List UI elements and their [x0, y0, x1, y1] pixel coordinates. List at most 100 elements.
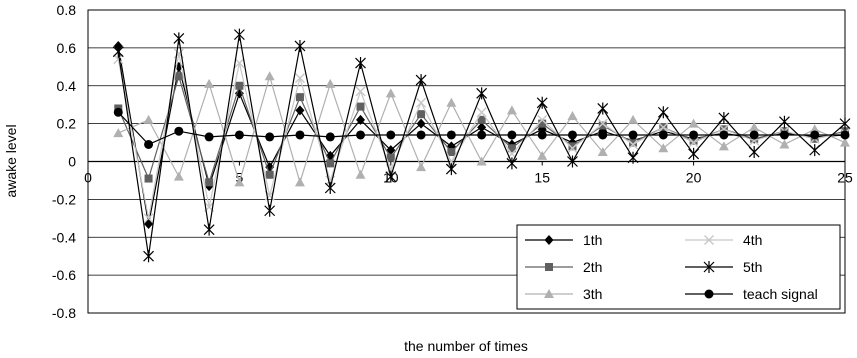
data-point: [748, 146, 760, 159]
data-point: [204, 78, 215, 88]
data-point: [113, 107, 123, 117]
data-point: [688, 137, 699, 148]
y-tick-label: -0.4: [52, 229, 76, 245]
data-point: [688, 118, 699, 128]
legend-marker: [544, 235, 554, 245]
data-point: [598, 121, 607, 130]
data-point: [689, 136, 698, 145]
series-layer: [112, 28, 851, 263]
data-point: [324, 182, 336, 195]
data-point: [416, 130, 426, 140]
y-tick-label: 0.8: [57, 2, 77, 18]
data-point: [416, 162, 427, 172]
data-point: [749, 130, 759, 140]
data-point: [506, 105, 517, 115]
data-point: [537, 150, 548, 160]
data-point: [325, 78, 336, 88]
data-point: [415, 74, 427, 87]
data-point: [417, 110, 426, 119]
data-point: [477, 122, 487, 133]
legend-label: 3th: [583, 286, 602, 302]
data-point: [235, 81, 244, 90]
data-point: [294, 177, 305, 187]
legend-item: 2th: [525, 259, 602, 275]
legend-label: 1th: [583, 232, 602, 248]
data-point: [506, 157, 518, 170]
data-point: [598, 130, 608, 140]
data-point: [295, 93, 304, 102]
data-point: [294, 39, 306, 52]
data-point: [112, 45, 124, 58]
data-point: [476, 156, 487, 166]
data-point: [718, 141, 729, 151]
data-point: [628, 114, 639, 124]
y-tick-label: 0: [68, 154, 76, 170]
legend-label: 5th: [743, 259, 762, 275]
data-point: [264, 71, 275, 81]
data-point: [233, 28, 245, 41]
data-point: [810, 130, 820, 140]
y-tick-label: 0.6: [57, 40, 77, 56]
data-point: [265, 170, 274, 179]
data-point: [386, 153, 395, 162]
data-point: [416, 118, 426, 129]
data-point: [779, 139, 790, 149]
legend-label: 4th: [743, 232, 762, 248]
data-point: [355, 86, 366, 97]
data-point: [173, 32, 185, 45]
data-point: [629, 138, 638, 147]
x-tick-label: 5: [236, 170, 244, 186]
x-tick-label: 20: [686, 170, 702, 186]
data-point: [143, 250, 154, 263]
y-tick-label: 0.4: [57, 78, 77, 94]
data-point: [689, 130, 699, 140]
data-point: [356, 114, 366, 125]
y-tick-label: -0.2: [52, 191, 76, 207]
data-point: [356, 130, 366, 140]
data-point: [204, 132, 214, 142]
data-point: [627, 151, 639, 164]
data-point: [446, 97, 457, 107]
data-point: [234, 130, 244, 140]
data-point: [234, 177, 245, 187]
data-point: [718, 111, 730, 124]
series-teach-signal: [113, 107, 850, 149]
data-point: [688, 147, 700, 160]
x-tick-label: 0: [84, 170, 92, 186]
data-point: [174, 72, 183, 81]
data-point: [536, 96, 548, 109]
data-point: [839, 117, 851, 130]
data-point: [507, 130, 517, 140]
axis-layer: -0.8-0.6-0.4-0.200.20.40.60.80510152025: [52, 2, 853, 321]
data-point: [173, 171, 184, 181]
data-point: [537, 114, 548, 125]
data-point: [597, 102, 609, 115]
data-point: [144, 174, 153, 183]
data-point: [203, 223, 215, 236]
legend-item: 1th: [525, 232, 602, 248]
data-point: [355, 169, 366, 179]
data-point: [174, 126, 184, 136]
data-point: [265, 132, 275, 142]
legend-item: teach signal: [685, 286, 818, 302]
data-point: [386, 130, 396, 140]
legend-marker: [544, 289, 554, 298]
data-point: [295, 105, 305, 116]
data-point: [447, 148, 456, 157]
data-point: [205, 178, 214, 187]
data-point: [144, 139, 154, 149]
data-point: [567, 143, 578, 154]
data-point: [537, 130, 547, 140]
data-point: [567, 111, 578, 121]
data-point: [356, 102, 365, 111]
legend: 1th 4th 2th 5th 3th teach signal: [516, 224, 841, 310]
data-point: [143, 114, 154, 124]
data-point: [567, 155, 578, 168]
data-point: [295, 130, 305, 140]
data-point: [477, 115, 486, 124]
data-point: [597, 118, 608, 129]
legend-label: 2th: [583, 259, 602, 275]
series-line: [117, 34, 846, 257]
